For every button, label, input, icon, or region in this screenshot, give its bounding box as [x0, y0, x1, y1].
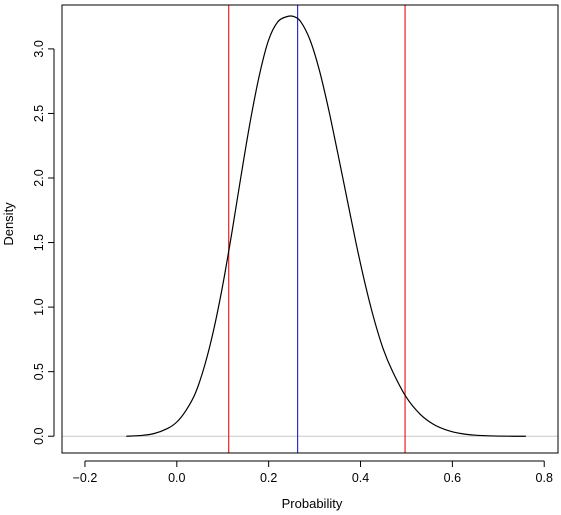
x-tick-label: 0.6: [444, 471, 461, 485]
x-tick-label: 0.4: [352, 471, 369, 485]
y-tick-label: 2.5: [32, 105, 46, 122]
y-axis-label: Density: [1, 202, 16, 246]
y-tick-label: 1.5: [32, 234, 46, 251]
y-tick-label: 3.0: [32, 40, 46, 57]
y-tick-label: 0.5: [32, 363, 46, 380]
y-axis: 0.0 0.5 1.0 1.5 2.0 2.5 3.0: [32, 40, 55, 445]
y-tick-label: 1.0: [32, 298, 46, 315]
plot-frame: [61, 4, 559, 454]
y-tick-label: 2.0: [32, 169, 46, 186]
x-tick-label: 0.0: [168, 471, 185, 485]
y-tick-label: 0.0: [32, 427, 46, 444]
x-axis: −0.2 0.0 0.2 0.4 0.6 0.8: [73, 460, 553, 485]
x-tick-label: −0.2: [73, 471, 98, 485]
density-curve: [126, 15, 526, 437]
x-tick-label: 0.2: [260, 471, 277, 485]
x-axis-label: Probability: [282, 496, 343, 511]
x-tick-label: 0.8: [536, 471, 553, 485]
